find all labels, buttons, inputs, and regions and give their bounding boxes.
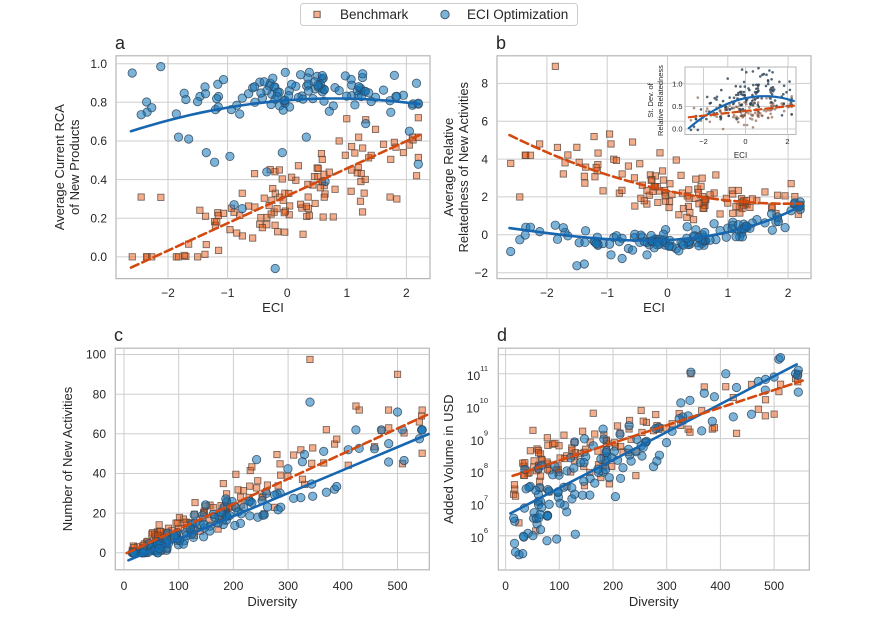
svg-text:80: 80	[93, 387, 107, 401]
svg-text:1: 1	[724, 286, 731, 300]
svg-text:0: 0	[481, 228, 488, 242]
svg-text:Average Current RCA: Average Current RCA	[52, 104, 67, 231]
svg-text:100: 100	[549, 579, 569, 593]
svg-text:40: 40	[93, 467, 107, 481]
svg-text:106: 106	[470, 526, 488, 545]
svg-text:Relatedness of New Activities: Relatedness of New Activities	[456, 81, 471, 252]
svg-text:300: 300	[278, 579, 298, 593]
svg-text:8: 8	[481, 77, 488, 91]
svg-text:6: 6	[481, 114, 488, 128]
svg-text:300: 300	[657, 579, 677, 593]
svg-text:−1: −1	[600, 286, 614, 300]
svg-text:20: 20	[93, 506, 107, 520]
svg-text:500: 500	[387, 579, 407, 593]
svg-text:ECI Optimization: ECI Optimization	[467, 7, 568, 22]
svg-text:0: 0	[121, 579, 128, 593]
svg-text:0.2: 0.2	[90, 212, 107, 226]
svg-text:2: 2	[403, 286, 410, 300]
svg-text:0: 0	[664, 286, 671, 300]
svg-text:107: 107	[470, 493, 488, 512]
svg-text:ECI: ECI	[262, 300, 284, 315]
svg-text:−2: −2	[699, 137, 708, 146]
svg-text:c: c	[114, 325, 123, 345]
svg-text:Benchmark: Benchmark	[340, 7, 409, 22]
svg-text:1.0: 1.0	[672, 80, 682, 89]
svg-text:−2: −2	[474, 266, 488, 280]
svg-text:4: 4	[481, 152, 488, 166]
svg-text:0.6: 0.6	[90, 134, 107, 148]
svg-text:0: 0	[99, 546, 106, 560]
svg-text:60: 60	[93, 427, 107, 441]
svg-text:Average Relative: Average Relative	[441, 118, 456, 217]
svg-text:2: 2	[785, 137, 789, 146]
svg-text:400: 400	[710, 579, 730, 593]
svg-text:0: 0	[502, 579, 509, 593]
svg-text:0.0: 0.0	[672, 125, 682, 134]
svg-text:−2: −2	[161, 286, 175, 300]
svg-text:2: 2	[481, 190, 488, 204]
svg-text:0.4: 0.4	[90, 173, 107, 187]
svg-text:100: 100	[169, 579, 189, 593]
svg-text:0.0: 0.0	[90, 250, 107, 264]
svg-text:0: 0	[284, 286, 291, 300]
svg-text:St. Dev. of: St. Dev. of	[646, 82, 655, 117]
svg-text:ECI: ECI	[734, 151, 747, 160]
svg-text:d: d	[497, 325, 507, 345]
svg-text:1.0: 1.0	[90, 57, 107, 71]
svg-text:Number of New Activities: Number of New Activities	[60, 386, 75, 531]
svg-text:−1: −1	[221, 286, 235, 300]
svg-text:0.5: 0.5	[672, 102, 682, 111]
svg-text:500: 500	[764, 579, 784, 593]
svg-text:of New Products: of New Products	[67, 119, 82, 215]
svg-text:2: 2	[785, 286, 792, 300]
svg-text:ECI: ECI	[643, 300, 665, 315]
svg-text:400: 400	[333, 579, 353, 593]
svg-text:Diversity: Diversity	[247, 594, 297, 609]
svg-text:Relative Relatedness: Relative Relatedness	[656, 65, 665, 136]
svg-text:a: a	[115, 33, 126, 53]
svg-text:Diversity: Diversity	[629, 594, 679, 609]
svg-text:109: 109	[470, 429, 488, 448]
svg-text:−2: −2	[540, 286, 554, 300]
svg-text:200: 200	[223, 579, 243, 593]
svg-text:0.8: 0.8	[90, 96, 107, 110]
svg-text:108: 108	[470, 461, 488, 480]
svg-text:Added Volume in USD: Added Volume in USD	[441, 394, 456, 523]
svg-text:b: b	[496, 33, 506, 53]
svg-text:100: 100	[86, 348, 106, 362]
svg-text:200: 200	[603, 579, 623, 593]
svg-text:1: 1	[343, 286, 350, 300]
svg-text:0: 0	[743, 137, 747, 146]
